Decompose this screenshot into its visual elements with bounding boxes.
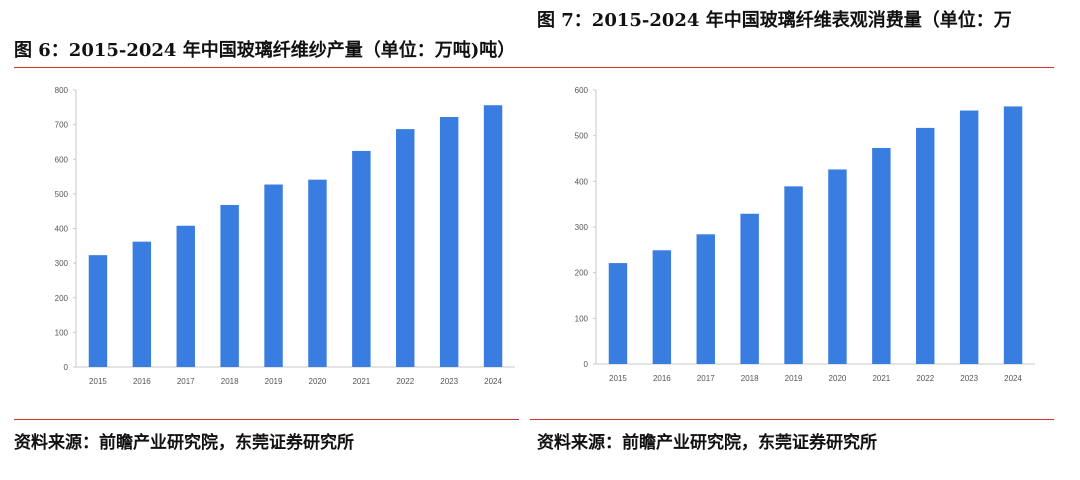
figure-6-source: 资料来源：前瞻产业研究院，东莞证券研究所 xyxy=(14,433,354,453)
x-tick-label: 2018 xyxy=(221,377,239,386)
bar-2020 xyxy=(828,169,847,364)
y-tick-label: 400 xyxy=(55,225,69,234)
bar-2017 xyxy=(176,225,195,367)
x-tick-label: 2018 xyxy=(741,374,759,383)
bar-2017 xyxy=(696,234,715,364)
top-divider xyxy=(14,67,1054,68)
y-tick-label: 500 xyxy=(575,132,589,141)
bar-2023 xyxy=(959,110,979,364)
x-tick-label: 2024 xyxy=(484,377,502,386)
figure-6-chart-svg: 0 100 200 300 400 500 600 700 800 2015 2016 2017 201… xyxy=(55,86,515,386)
bar-2021 xyxy=(872,147,891,364)
x-tick-label: 2024 xyxy=(1004,374,1022,383)
x-tick-label: 2020 xyxy=(309,377,327,386)
bar-2023 xyxy=(439,117,459,367)
figure-7-chart: 0 100 200 300 400 500 600 2015 2016 2017 2018 2019 2… xyxy=(560,80,1045,390)
x-tick-label: 2017 xyxy=(697,374,715,383)
x-tick-label: 2021 xyxy=(872,374,890,383)
x-tick-label: 2016 xyxy=(653,374,671,383)
y-tick-label: 300 xyxy=(575,223,589,232)
bar-2022 xyxy=(396,129,415,367)
figure-7-chart-svg: 0 100 200 300 400 500 600 2015 2016 2017 2018 2019 2… xyxy=(575,86,1035,383)
x-tick-label: 2016 xyxy=(133,377,151,386)
figure-6-chart: 0 100 200 300 400 500 600 700 800 2015 2016 2017 201… xyxy=(40,80,525,390)
x-tick-label: 2015 xyxy=(609,374,627,383)
bar-2019 xyxy=(784,186,803,364)
x-tick-label: 2017 xyxy=(177,377,195,386)
y-tick-label: 400 xyxy=(575,177,589,186)
y-tick-label: 700 xyxy=(55,121,69,130)
y-tick-label: 800 xyxy=(55,86,69,95)
y-tick-label: 100 xyxy=(575,314,589,323)
bottom-divider-left xyxy=(14,419,519,420)
x-tick-label: 2023 xyxy=(960,374,978,383)
y-tick-label: 200 xyxy=(55,294,69,303)
bar-2019 xyxy=(264,184,283,367)
y-tick-label: 200 xyxy=(575,269,589,278)
x-tick-label: 2021 xyxy=(352,377,370,386)
bar-2020 xyxy=(308,179,327,367)
x-tick-label: 2023 xyxy=(440,377,458,386)
bar-2021 xyxy=(352,150,371,367)
y-tick-label: 300 xyxy=(55,259,69,268)
bar-2016 xyxy=(132,241,152,367)
figure-6-title: 图 6：2015-2024 年中国玻璃纤维纱产量（单位：万吨)吨） xyxy=(14,40,516,61)
bar-2018 xyxy=(220,204,239,367)
y-tick-label: 500 xyxy=(55,190,69,199)
y-tick-label: 100 xyxy=(55,328,69,337)
bar-2022 xyxy=(916,127,935,364)
x-tick-label: 2020 xyxy=(829,374,847,383)
x-tick-label: 2019 xyxy=(785,374,803,383)
x-tick-label: 2022 xyxy=(396,377,414,386)
x-tick-label: 2015 xyxy=(89,377,107,386)
figure-7-title: 图 7：2015-2024 年中国玻璃纤维表观消费量（单位：万 xyxy=(537,10,1012,31)
bar-2015 xyxy=(88,255,108,367)
bar-2016 xyxy=(652,250,672,364)
bar-2024 xyxy=(483,105,503,368)
bar-2024 xyxy=(1003,106,1023,364)
x-tick-label: 2022 xyxy=(916,374,934,383)
y-tick-label: 600 xyxy=(575,86,589,95)
figure-7-source: 资料来源：前瞻产业研究院，东莞证券研究所 xyxy=(537,433,877,453)
bar-2018 xyxy=(740,213,759,364)
y-tick-label: 0 xyxy=(64,363,69,372)
bottom-divider-right xyxy=(530,419,1054,420)
bar-2015 xyxy=(608,263,628,364)
y-tick-label: 0 xyxy=(584,360,589,369)
x-tick-label: 2019 xyxy=(265,377,283,386)
y-tick-label: 600 xyxy=(55,155,69,164)
